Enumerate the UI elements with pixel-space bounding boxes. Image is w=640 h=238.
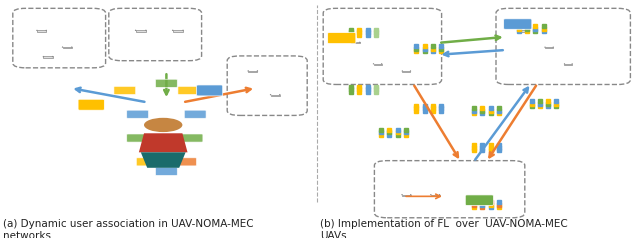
Polygon shape <box>351 42 360 44</box>
FancyBboxPatch shape <box>465 195 493 205</box>
FancyBboxPatch shape <box>127 110 148 118</box>
FancyBboxPatch shape <box>175 158 196 166</box>
Text: (a) Dynamic user association in UAV-NOMA-MEC
networks.: (a) Dynamic user association in UAV-NOMA… <box>3 219 254 238</box>
FancyBboxPatch shape <box>156 167 177 175</box>
Polygon shape <box>545 47 553 48</box>
Circle shape <box>144 118 182 132</box>
Polygon shape <box>403 71 410 72</box>
Polygon shape <box>410 70 411 71</box>
Polygon shape <box>564 63 565 64</box>
Polygon shape <box>439 194 440 195</box>
FancyBboxPatch shape <box>114 86 136 94</box>
FancyBboxPatch shape <box>178 86 200 94</box>
Polygon shape <box>36 30 38 31</box>
Polygon shape <box>135 30 136 31</box>
Polygon shape <box>141 152 186 168</box>
Polygon shape <box>63 47 72 48</box>
Polygon shape <box>270 94 271 95</box>
Polygon shape <box>374 64 381 65</box>
Polygon shape <box>430 194 431 195</box>
Polygon shape <box>381 63 382 64</box>
FancyBboxPatch shape <box>78 99 104 110</box>
Polygon shape <box>350 42 351 43</box>
Polygon shape <box>52 56 53 57</box>
FancyBboxPatch shape <box>136 158 158 166</box>
Polygon shape <box>136 30 146 32</box>
Polygon shape <box>529 30 530 31</box>
Polygon shape <box>248 71 257 72</box>
Polygon shape <box>520 30 529 32</box>
Polygon shape <box>44 56 52 58</box>
Polygon shape <box>402 70 403 71</box>
FancyBboxPatch shape <box>181 134 203 142</box>
Polygon shape <box>564 64 572 65</box>
Text: (b) Implementation of FL  over  UAV-NOMA-MEC
UAVs.: (b) Implementation of FL over UAV-NOMA-M… <box>320 219 568 238</box>
FancyBboxPatch shape <box>196 85 223 96</box>
Polygon shape <box>145 30 147 31</box>
Polygon shape <box>37 30 46 32</box>
FancyBboxPatch shape <box>328 33 356 44</box>
Polygon shape <box>45 30 47 31</box>
Polygon shape <box>139 133 188 152</box>
Polygon shape <box>279 94 280 95</box>
Polygon shape <box>431 194 440 196</box>
Polygon shape <box>182 30 184 31</box>
Polygon shape <box>520 30 521 31</box>
Polygon shape <box>271 94 280 96</box>
Polygon shape <box>359 42 360 43</box>
FancyBboxPatch shape <box>184 110 206 118</box>
Polygon shape <box>402 194 411 196</box>
Polygon shape <box>257 70 258 71</box>
Polygon shape <box>248 70 249 71</box>
Polygon shape <box>43 56 44 57</box>
FancyBboxPatch shape <box>156 79 177 87</box>
FancyBboxPatch shape <box>127 134 148 142</box>
Polygon shape <box>410 194 412 195</box>
FancyBboxPatch shape <box>504 19 532 29</box>
Polygon shape <box>172 30 173 31</box>
Polygon shape <box>572 63 573 64</box>
Polygon shape <box>373 63 374 64</box>
Polygon shape <box>401 194 403 195</box>
Polygon shape <box>173 30 183 32</box>
